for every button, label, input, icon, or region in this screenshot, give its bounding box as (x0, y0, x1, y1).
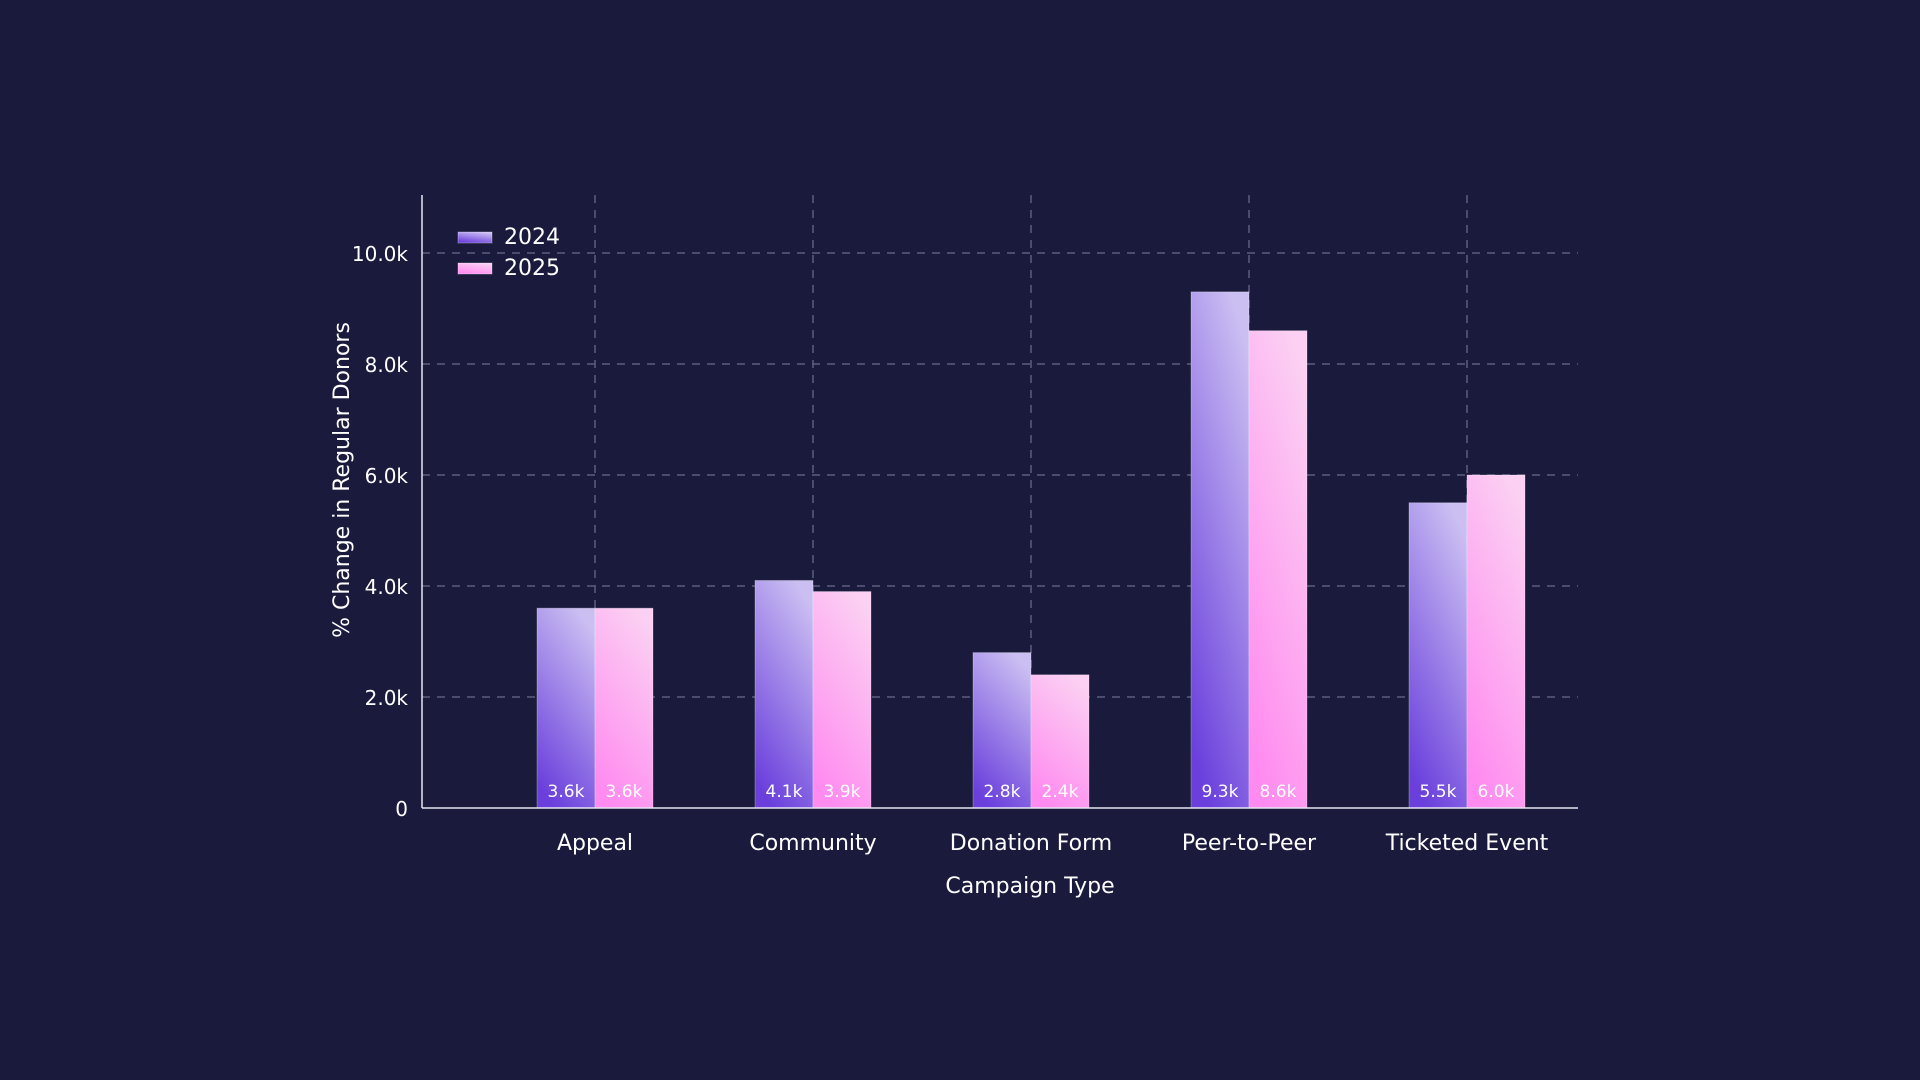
data-label: 8.6k (1260, 782, 1297, 802)
bar-2024-appeal (536, 607, 596, 809)
y-tick-label: 0 (395, 797, 408, 821)
bar-2025-appeal (594, 607, 654, 809)
x-tick-labels: Appeal Community Donation Form Peer-to-Peer… (557, 831, 1549, 856)
bar-2025-peer-to-peer (1248, 330, 1308, 809)
bars: 3.6k 3.6k 4.1k 3.9k 2.8k 2.4k 9.3k 8.6k 5.5k 6.0k (536, 291, 1526, 809)
legend-label: 2024 (504, 225, 560, 250)
legend: 2024 2025 (457, 225, 560, 281)
legend-swatch-2024 (457, 231, 493, 244)
bar-2025-donation-form (1030, 674, 1090, 809)
data-label: 9.3k (1202, 782, 1239, 802)
x-tick-label: Peer-to-Peer (1182, 831, 1317, 856)
bar-2025-community (812, 591, 872, 809)
data-label: 2.4k (1042, 782, 1079, 802)
data-label: 3.6k (606, 782, 643, 802)
legend-swatch-2025 (457, 262, 493, 275)
x-axis-label: Campaign Type (945, 874, 1114, 899)
y-tick-label: 10.0k (352, 242, 409, 266)
data-label: 6.0k (1478, 782, 1515, 802)
axes (421, 195, 1578, 809)
bar-2025-ticketed-event (1466, 474, 1526, 809)
data-label: 3.6k (548, 782, 585, 802)
y-tick-label: 8.0k (365, 353, 409, 377)
y-tick-label: 6.0k (365, 464, 409, 488)
bar-2024-community (754, 579, 814, 809)
bar-2024-ticketed-event (1408, 502, 1468, 809)
x-tick-label: Community (749, 831, 876, 856)
x-tick-label: Ticketed Event (1385, 831, 1549, 856)
y-axis-label: % Change in Regular Donors (330, 322, 355, 638)
data-label: 3.9k (824, 782, 861, 802)
legend-label: 2025 (504, 256, 560, 281)
data-label: 2.8k (984, 782, 1021, 802)
data-label: 5.5k (1420, 782, 1457, 802)
x-tick-label: Appeal (557, 831, 633, 856)
y-tick-labels: 0 2.0k 4.0k 6.0k 8.0k 10.0k (352, 242, 409, 821)
x-tick-label: Donation Form (950, 831, 1112, 856)
data-label: 4.1k (766, 782, 803, 802)
bar-2024-peer-to-peer (1190, 291, 1250, 809)
y-tick-label: 4.0k (365, 575, 409, 599)
y-tick-label: 2.0k (365, 686, 409, 710)
